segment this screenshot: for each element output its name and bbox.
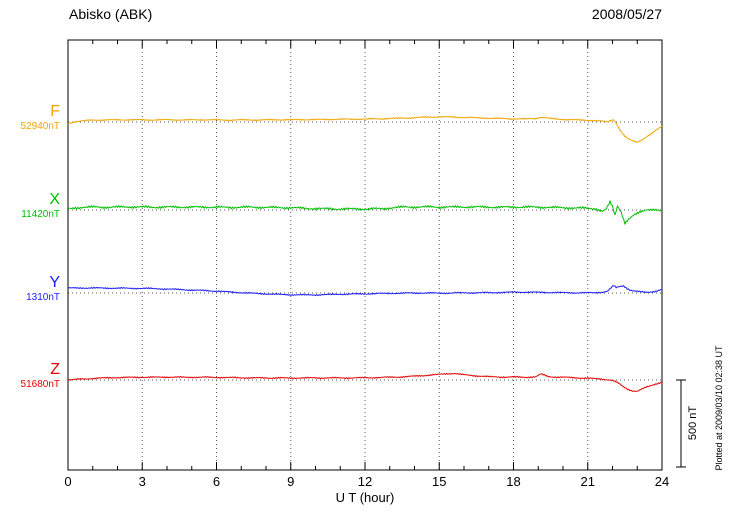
scale-bar-label: 500 nT xyxy=(687,405,699,441)
series-name-y: Y xyxy=(49,274,60,291)
x-tick-label: 15 xyxy=(432,474,447,489)
x-tick-label: 0 xyxy=(64,474,72,489)
x-tick-label: 12 xyxy=(357,474,373,489)
series-baseline-value-z: 51680nT xyxy=(20,379,60,390)
plotted-timestamp-note: Plotted at 2009/03/10 02:38 UT xyxy=(714,345,724,471)
series-label-x: X 11420nT xyxy=(0,191,60,221)
series-label-y: Y 1310nT xyxy=(0,274,60,304)
series-baseline-value-f: 52940nT xyxy=(20,121,60,132)
plot-date: 2008/05/27 xyxy=(591,6,662,22)
x-tick-label: 6 xyxy=(212,474,221,489)
series-name-f: F xyxy=(50,103,60,120)
x-tick-label: 24 xyxy=(654,474,670,489)
series-label-z: Z 51680nT xyxy=(0,361,60,391)
series-label-f: F 52940nT xyxy=(0,103,60,133)
series-name-x: X xyxy=(49,191,60,208)
x-tick-label: 9 xyxy=(287,474,295,489)
station-title: Abisko (ABK) xyxy=(69,6,153,22)
x-tick-label: 3 xyxy=(138,474,146,489)
x-axis-label: U T (hour) xyxy=(335,490,395,505)
series-baseline-value-x: 11420nT xyxy=(21,209,60,220)
series-baseline-value-y: 1310nT xyxy=(26,292,60,303)
x-tick-label: 21 xyxy=(580,474,595,489)
x-tick-label: 18 xyxy=(506,474,521,489)
series-name-z: Z xyxy=(50,361,60,378)
